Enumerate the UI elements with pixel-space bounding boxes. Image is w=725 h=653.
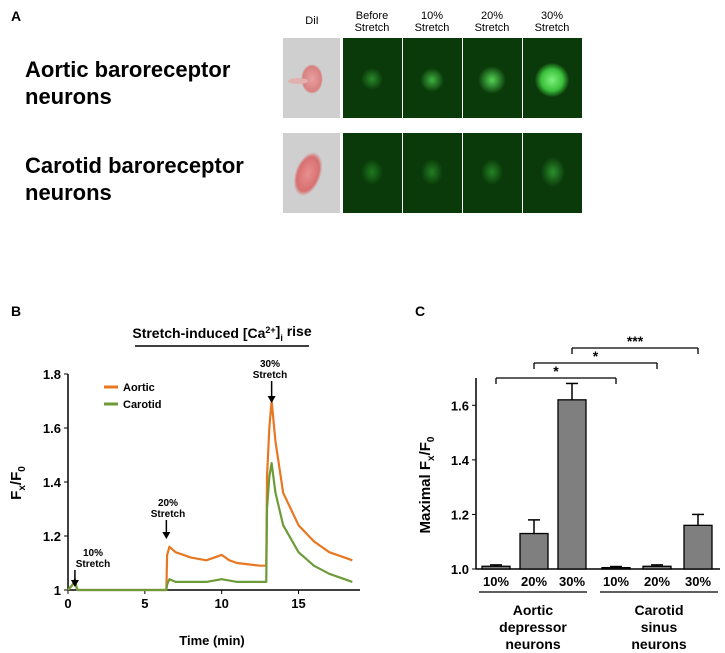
annotation-20-line1: 20% [158, 498, 178, 509]
col-header-20: 20% Stretch [474, 10, 510, 34]
panel-c-axes: 1.0 1.2 1.4 1.6 [451, 378, 720, 577]
micrograph-aortic-before [343, 38, 402, 118]
col-header-30: 30% Stretch [534, 10, 570, 34]
micrograph-carotid-10 [403, 133, 462, 213]
category-label: 20% [644, 574, 670, 589]
y-tick-label: 1.6 [43, 421, 61, 436]
svg-text:depressor: depressor [499, 619, 567, 635]
panel-a-letter: A [11, 8, 22, 24]
legend-label-aortic: Aortic [123, 382, 155, 394]
svg-text:Aortic: Aortic [513, 602, 554, 618]
y-tick-label: 1.2 [43, 529, 61, 544]
bar [683, 524, 713, 570]
y-tick-label: 1.2 [451, 507, 469, 522]
row-label-aortic: Aortic baroreceptor neurons [25, 56, 230, 110]
sig-label: * [553, 363, 559, 379]
annotation-arrowhead [70, 580, 79, 587]
group-label-aortic: Aortic depressor neurons [499, 602, 567, 652]
col-header-dii: DiI [305, 15, 319, 27]
x-tick-label: 15 [291, 596, 305, 611]
panel-b-xlabel: Time (min) [179, 633, 245, 648]
legend-label-carotid: Carotid [123, 399, 162, 411]
svg-text:neurons: neurons [505, 636, 560, 652]
svg-text:Carotid: Carotid [635, 602, 684, 618]
row-label-line: Aortic baroreceptor [25, 57, 231, 82]
row-label-carotid: Carotid baroreceptor neurons [25, 152, 244, 206]
panel-c-letter: C [415, 303, 426, 319]
row-label-line: neurons [25, 180, 112, 205]
bar [519, 532, 549, 570]
panel-b-series [67, 381, 353, 592]
panel-c-significance: ***** [495, 333, 699, 384]
svg-text:neurons: neurons [631, 636, 686, 652]
sig-label: *** [627, 333, 644, 349]
annotation-10-line2: Stretch [76, 559, 110, 570]
group-label-carotid: Carotid sinus neurons [631, 602, 686, 652]
category-label: 30% [559, 574, 585, 589]
category-label: 20% [521, 574, 547, 589]
micrograph-aortic-30 [523, 38, 582, 118]
micrograph-aortic-10 [403, 38, 462, 118]
panel-b-ylabel: Fx/F0 [8, 466, 28, 500]
panel-b-chart: Stretch-induced [Ca2+]i rise Fx/F0 11.21… [8, 323, 360, 648]
y-tick-label: 1.4 [43, 475, 62, 490]
close-bracket: ] [276, 323, 281, 339]
micrograph-carotid-30 [523, 133, 582, 213]
series-line-carotid [67, 462, 353, 592]
bar [601, 566, 631, 570]
y-tick-label: 1.8 [43, 367, 61, 382]
panel-b-letter: B [11, 303, 22, 319]
x-tick-label: 0 [64, 596, 71, 611]
y-tick-label: 1 [54, 583, 61, 598]
y-tick-label: 1.0 [451, 562, 469, 577]
y-tick-label: 1.4 [451, 453, 470, 468]
annotation-30-line2: Stretch [253, 370, 287, 381]
annotation-30-line1: 30% [260, 359, 280, 370]
panel-b-axes: 1 1.2 1.4 1.6 1.8 0 5 10 15 [43, 367, 360, 611]
row-label-line: Carotid baroreceptor [25, 153, 244, 178]
y-tick-label: 1.6 [451, 398, 469, 413]
dii-image-aortic [283, 38, 340, 118]
row-label-line: neurons [25, 84, 112, 109]
col-header-10: 10% Stretch [414, 10, 450, 34]
micrograph-carotid-20 [463, 133, 522, 213]
category-label: 10% [483, 574, 509, 589]
annotation-10-line1: 10% [83, 548, 103, 559]
svg-text:sinus: sinus [641, 619, 678, 635]
annotation-arrowhead [267, 396, 276, 403]
micrograph-aortic-20 [463, 38, 522, 118]
micrograph-carotid-before [343, 133, 402, 213]
annotation-20-line2: Stretch [151, 509, 185, 520]
panel-c-chart: Maximal Fx/F0 1.0 1.2 1.4 1.6 10% 20% 30% 10% 2… [417, 333, 720, 652]
panel-b-title: Stretch-induced [Ca2+]i rise [132, 323, 311, 343]
panel-c-bars: 10% 20% 30% 10% 20% 30% [481, 382, 713, 589]
x-tick-label: 10 [214, 596, 228, 611]
col-header-before: Before Stretch [354, 10, 390, 34]
panel-b-annotations: 10% Stretch 20% Stretch 30% Stretch [76, 359, 287, 570]
x-tick-label: 5 [141, 596, 148, 611]
panel-b-legend: Aortic Carotid [104, 382, 162, 411]
dii-image-carotid [283, 133, 340, 213]
category-label: 10% [603, 574, 629, 589]
panel-c-ylabel: Maximal Fx/F0 [417, 436, 437, 533]
category-label: 30% [685, 574, 711, 589]
bar [481, 565, 511, 570]
sig-label: * [593, 348, 599, 364]
annotation-arrowhead [162, 532, 171, 539]
bar [642, 565, 672, 570]
bar [557, 399, 587, 570]
